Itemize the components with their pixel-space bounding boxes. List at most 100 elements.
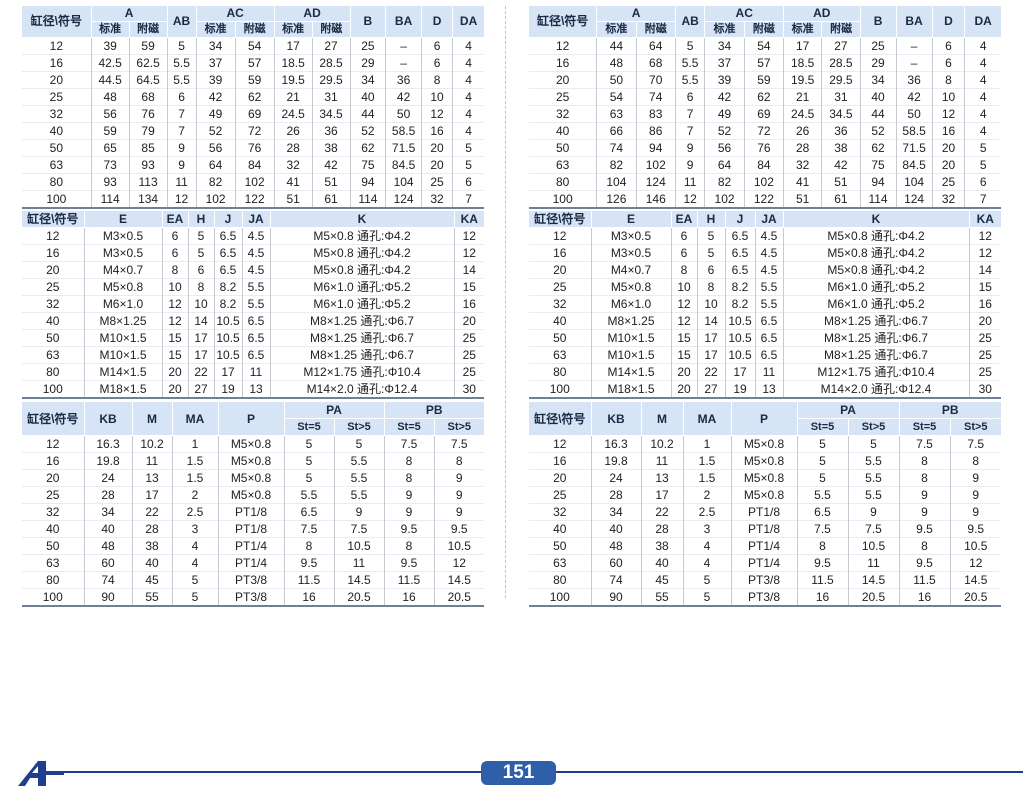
table-cell: 25 [859, 37, 897, 55]
table-cell: 4 [964, 37, 1001, 55]
table-row: 25 54 74 6 42 62 21 31 40 42 10 4 [529, 88, 1001, 106]
table-cell: 21 [783, 88, 822, 106]
table-cell: M5×0.8 [730, 435, 797, 453]
table-cell: 19 [724, 380, 755, 398]
table-cell: 9 [847, 503, 899, 521]
subheader-st-over-5: St>5 [950, 418, 1002, 436]
table-cell: 6 [420, 54, 453, 72]
table-cell: 27 [696, 380, 725, 398]
bore-size-cell: 32 [49, 107, 64, 121]
table-cell: 36 [311, 122, 351, 140]
table-cell: 17 [696, 346, 725, 364]
table-cell: 9 [166, 156, 197, 174]
bore-size-cell: 40 [46, 522, 60, 536]
subheader-st5: St=5 [797, 418, 849, 436]
table-cell: 20 [453, 312, 484, 330]
header-K: K [783, 211, 970, 228]
table-cell: 4.5 [241, 261, 270, 279]
table-cell: 62.5 [128, 54, 168, 72]
table-row: 40 40 28 3 PT1/8 7.5 7.5 9.5 9.5 [22, 520, 485, 538]
subheader-standard: 标准 [596, 21, 637, 38]
table-cell: 76 [234, 139, 275, 157]
table-cell: 6 [161, 244, 188, 262]
table-cell: 20 [161, 380, 188, 398]
table-cell: 114 [349, 190, 386, 208]
table-cell: 124 [895, 190, 933, 208]
bore-size-cell: 63 [555, 158, 570, 172]
table-cell: 64 [704, 156, 745, 174]
table-row: 25 M5×0.8 10 8 8.2 5.5 M6×1.0 通孔:Φ5.2 15 [529, 278, 1001, 296]
table-cell: 62 [349, 139, 386, 157]
table-cell: M5×0.8 [730, 486, 797, 504]
bore-size-cell: 32 [553, 505, 567, 519]
table-cell: M5×0.8 通孔:Φ4.2 [782, 227, 969, 245]
table-cell: 5 [682, 588, 731, 606]
table-cell: 1 [682, 435, 731, 453]
table-cell: 34 [704, 37, 745, 55]
bore-size-cell: 100 [42, 590, 63, 604]
bore-size-cell: 80 [555, 175, 570, 189]
header-K: K [270, 211, 455, 228]
table-cell: 9 [333, 503, 384, 521]
bore-size-cell: 16 [553, 454, 567, 468]
table-cell: 28 [83, 486, 132, 504]
table-cell: 5 [187, 244, 214, 262]
header-DA: DA [964, 6, 1001, 38]
table-cell: 9 [949, 486, 1002, 504]
bore-size-cell: 40 [46, 314, 60, 328]
table-row: 50 48 38 4 PT1/4 8 10.5 8 10.5 [529, 537, 1002, 555]
table-cell: M6×1.0 通孔:Φ5.2 [782, 278, 969, 296]
table-cell: 7.5 [433, 435, 485, 453]
table-cell: 9 [433, 469, 485, 487]
table-cell: 51 [821, 173, 861, 191]
header-BA: BA [896, 6, 933, 38]
table-cell: 5.5 [847, 469, 899, 487]
table-cell: 1.5 [171, 469, 218, 487]
table-cell: M12×1.75 通孔:Φ10.4 [782, 363, 969, 381]
table-cell: 17 [213, 363, 242, 381]
table-cell: 5.5 [333, 452, 384, 470]
table-cell: 34.5 [821, 105, 861, 123]
table-cell: 5 [682, 571, 731, 589]
subheader-standard: 标准 [704, 21, 745, 38]
table-cell: 5.5 [796, 486, 848, 504]
header-EA: EA [162, 211, 189, 228]
table-cell: 6.5 [241, 346, 270, 364]
table-cell: 11.5 [796, 571, 848, 589]
dimension-table-2-left: 缸径\符号 E EA H J JA K KA 12 M3×0.5 6 5 6.5 4.5 M… [22, 211, 484, 399]
table-cell: PT1/4 [217, 554, 284, 572]
table-cell: 74 [83, 571, 132, 589]
table-cell: 94 [859, 173, 897, 191]
table-cell: 7 [964, 190, 1001, 208]
table-cell: 12 [453, 227, 484, 245]
table-cell: 12 [166, 190, 197, 208]
table-row: 20 24 13 1.5 M5×0.8 5 5.5 8 9 [529, 469, 1002, 487]
table-cell: 16 [453, 295, 484, 313]
table-cell: PT3/8 [730, 571, 797, 589]
table-cell: 12 [670, 295, 697, 313]
table-cell: 7.5 [949, 435, 1002, 453]
table-row: 25 48 68 6 42 62 21 31 40 42 10 4 [22, 88, 484, 106]
table-cell: 94 [635, 139, 676, 157]
table-cell: M6×1.0 通孔:Φ5.2 [782, 295, 969, 313]
bore-size-cell: 40 [555, 124, 570, 138]
table-cell: M8×1.25 [83, 312, 162, 330]
table-row: 20 M4×0.7 8 6 6.5 4.5 M5×0.8 通孔:Φ4.2 14 [529, 261, 1001, 279]
table-cell: 124 [385, 190, 422, 208]
table-row: 40 40 28 3 PT1/8 7.5 7.5 9.5 9.5 [529, 520, 1002, 538]
table-cell: 48 [596, 54, 637, 72]
table-cell: 71.5 [895, 139, 933, 157]
table-cell: 8 [670, 261, 697, 279]
table-cell: 57 [234, 54, 275, 72]
table-cell: M5×0.8 [217, 486, 284, 504]
subheader-standard: 标准 [196, 21, 236, 38]
table-row: 80 74 45 5 PT3/8 11.5 14.5 11.5 14.5 [529, 571, 1002, 589]
table-row: 12 39 59 5 34 54 17 27 25–6 4 [22, 37, 484, 55]
table-cell: 10 [670, 278, 697, 296]
subheader-st5: St=5 [899, 418, 951, 436]
table-cell: 9 [674, 139, 705, 157]
table-cell: 82 [195, 173, 236, 191]
bore-size-cell: 16 [46, 246, 60, 260]
table-cell: 11 [131, 452, 172, 470]
bore-size-cell: 25 [46, 280, 60, 294]
